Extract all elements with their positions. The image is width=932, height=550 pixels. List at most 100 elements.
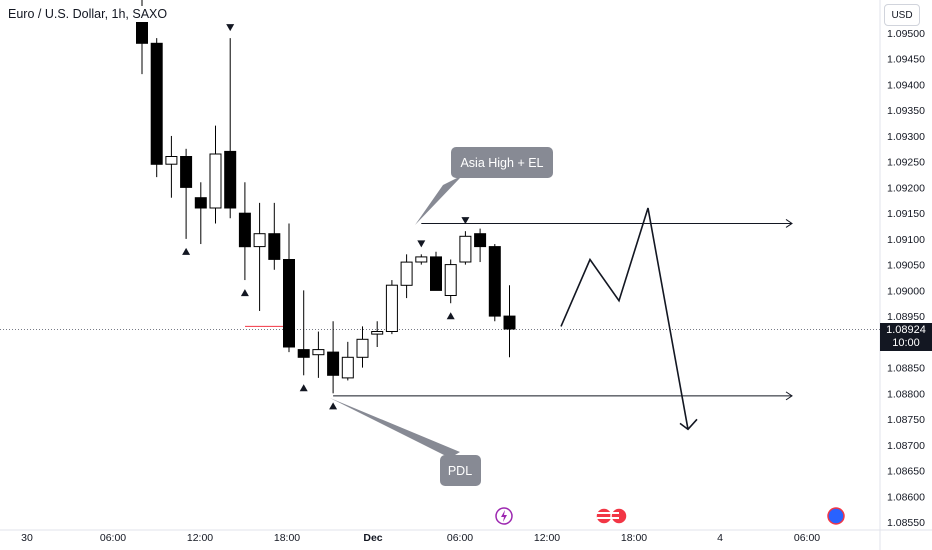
candle (415, 254, 428, 265)
x-tick-label: 06:00 (100, 532, 126, 544)
y-tick-label: 1.09300 (887, 131, 925, 143)
x-tick-label: 30 (21, 532, 33, 544)
bull-candle-body (312, 349, 325, 356)
candle (488, 244, 501, 322)
currency-button[interactable]: USD (884, 4, 920, 26)
bull-candle-body (165, 156, 178, 165)
bull-candle-body (356, 338, 369, 358)
candle (297, 290, 310, 376)
bear-candle-body (224, 150, 237, 209)
callout-asia-high[interactable]: Asia High + EL (415, 147, 553, 225)
pivot-high-marker (417, 240, 426, 248)
bear-candle-body (238, 212, 251, 248)
bear-candle-body (488, 246, 501, 317)
bear-candle-body (180, 156, 193, 188)
y-tick-label: 1.09150 (887, 208, 925, 220)
bull-candle-body (341, 356, 354, 379)
bull-candle-body (400, 261, 413, 286)
pdl-arrow (785, 391, 793, 401)
projection-line[interactable] (560, 207, 689, 430)
candle (150, 38, 163, 178)
candles (136, 0, 516, 394)
us-flag-icon-2 (610, 507, 628, 525)
current-price-tag: 1.08924 10:00 (880, 323, 932, 351)
y-tick-label: 1.09350 (887, 105, 925, 117)
pivot-high-marker (461, 217, 470, 225)
symbol-title[interactable]: Euro / U.S. Dollar, 1h, SAXO (6, 6, 170, 22)
candle (341, 341, 354, 381)
candle (371, 321, 384, 347)
y-tick-label: 1.09500 (887, 28, 925, 40)
projection-arrowhead (679, 418, 698, 431)
y-tick-label: 1.08650 (887, 466, 925, 478)
x-tick-label: 18:00 (621, 532, 647, 544)
y-tick-label: 1.09450 (887, 54, 925, 66)
event-icons[interactable] (495, 507, 845, 525)
y-tick-label: 1.09200 (887, 182, 925, 194)
candle (459, 231, 472, 265)
bar-countdown: 10:00 (892, 337, 920, 349)
bull-candle-body (371, 331, 384, 335)
horizontal-levels (245, 219, 793, 401)
bull-candle-body (209, 153, 222, 209)
x-tick-label: 12:00 (187, 532, 213, 544)
candle (253, 202, 266, 311)
pivot-low-marker (446, 312, 455, 320)
callout-pdl-text: PDL (448, 464, 472, 478)
asia-high-arrow (785, 219, 793, 228)
candle (312, 331, 325, 378)
bear-candle-body (430, 256, 442, 291)
pivot-high-marker (226, 24, 235, 32)
us-flag-icon (595, 507, 613, 525)
bear-candle-body (327, 351, 340, 376)
y-tick-label: 1.09050 (887, 260, 925, 272)
y-tick-label: 1.08700 (887, 440, 925, 452)
bull-candle-body (253, 233, 266, 248)
y-tick-label: 1.08800 (887, 388, 925, 400)
pivot-markers (182, 24, 470, 410)
candle (503, 285, 516, 358)
candle (327, 321, 340, 394)
y-axis-ticks: 1.09500 1.09450 1.09400 1.09350 1.09300 1.092… (887, 28, 925, 529)
bull-candle-body (415, 256, 428, 263)
callout-asia-text: Asia High + EL (460, 156, 543, 170)
y-tick-label: 1.08750 (887, 414, 925, 426)
candle (209, 125, 222, 224)
y-tick-label: 1.08850 (887, 363, 925, 375)
y-tick-label: 1.09400 (887, 80, 925, 92)
us-flag-icon-3 (827, 507, 845, 525)
candle (268, 202, 281, 270)
candle (180, 148, 193, 239)
candle (165, 135, 178, 198)
y-tick-label: 1.09100 (887, 234, 925, 246)
x-tick-label: 12:00 (534, 532, 560, 544)
candle (385, 280, 398, 335)
x-tick-label: 4 (717, 532, 723, 544)
pivot-low-marker (182, 247, 191, 255)
candle (238, 182, 251, 281)
pivot-low-marker (240, 289, 249, 297)
candle (194, 182, 207, 245)
bear-candle-body (150, 42, 163, 165)
lightning-bolt-icon (501, 510, 507, 522)
bear-candle-body (194, 197, 207, 209)
x-axis-ticks: 30 06:00 12:00 18:00 Dec 06:00 12:00 18:00 4 06:0… (21, 532, 820, 544)
bear-candle-body (283, 259, 295, 348)
candle (444, 259, 457, 304)
bull-candle-body (459, 235, 472, 263)
x-tick-label: 18:00 (274, 532, 300, 544)
x-tick-label: 06:00 (447, 532, 473, 544)
y-tick-label: 1.08600 (887, 491, 925, 503)
pivot-low-marker (329, 402, 338, 410)
bull-candle-body (385, 284, 398, 333)
candle (224, 38, 237, 219)
callout-pdl[interactable]: PDL (330, 398, 481, 486)
y-tick-label: 1.09000 (887, 285, 925, 297)
current-price-value: 1.08924 (886, 324, 926, 336)
candle (400, 254, 413, 299)
candle (283, 223, 295, 353)
y-tick-label: 1.09250 (887, 157, 925, 169)
y-tick-label: 1.08550 (887, 517, 925, 529)
candle (356, 326, 369, 368)
